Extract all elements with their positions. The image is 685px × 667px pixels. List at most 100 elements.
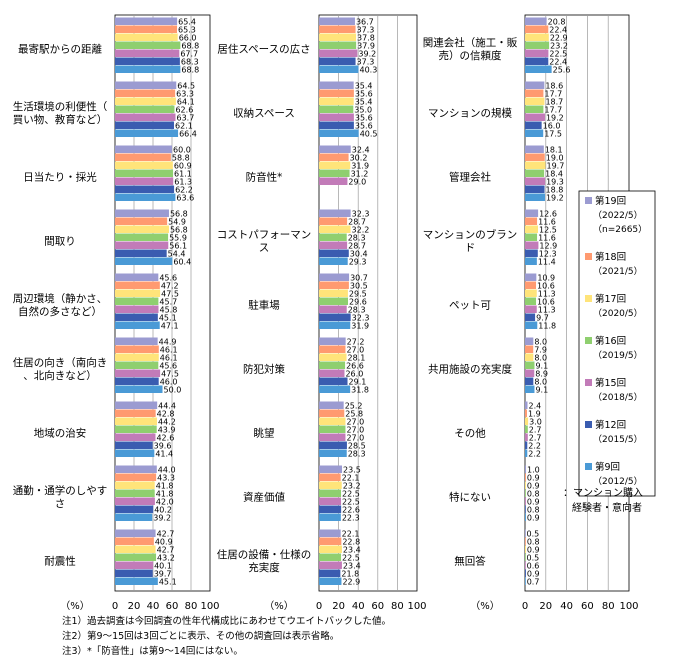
bar-3-5-7 — [525, 321, 538, 329]
bar-2-4-4 — [319, 233, 347, 241]
bar-3-3-5 — [525, 177, 546, 185]
legend-entry-7: 第9回 — [595, 461, 620, 473]
data-label-2-8-1: 23.5 — [343, 465, 361, 474]
bar-1-7-4 — [115, 425, 157, 433]
data-label-1-8-7: 39.2 — [153, 513, 171, 522]
data-label-2-2-6: 35.6 — [355, 121, 373, 130]
bar-2-2-1 — [319, 81, 354, 89]
data-label-1-8-1: 44.0 — [158, 465, 176, 474]
data-label-2-2-7: 40.5 — [360, 129, 378, 138]
bar-1-2-1 — [115, 81, 177, 89]
data-label-1-1-1: 65.4 — [178, 17, 196, 26]
bar-2-5-5 — [319, 305, 347, 313]
data-label-2-1-4: 37.9 — [357, 41, 375, 50]
data-label-1-1-3: 66.0 — [179, 33, 197, 42]
bar-1-7-3 — [115, 417, 157, 425]
bar-2-2-4 — [319, 105, 354, 113]
bar-2-2-5 — [319, 113, 354, 121]
bar-1-8-3 — [115, 481, 155, 489]
data-label-1-6-4: 45.6 — [159, 361, 177, 370]
data-label-2-2-4: 35.0 — [354, 105, 372, 114]
x-tick-label-2-20: 20 — [332, 601, 345, 612]
bar-2-9-3 — [319, 545, 342, 553]
data-label-2-8-3: 23.2 — [343, 481, 361, 490]
footnote-1: 注1）過去調査は今回調査の性年代構成比にあわせてウエイトバックした値。 — [62, 616, 392, 627]
bar-1-1-7 — [115, 65, 181, 73]
data-label-3-1-7: 25.6 — [553, 65, 571, 74]
data-label-3-6-6: 8.0 — [534, 377, 547, 386]
bar-1-9-2 — [115, 537, 154, 545]
bar-3-5-4 — [525, 297, 537, 305]
data-label-1-8-5: 42.0 — [156, 497, 174, 506]
bar-2-1-6 — [319, 57, 356, 65]
bar-3-7-6 — [525, 441, 528, 449]
data-label-1-3-2: 58.8 — [172, 153, 190, 162]
bar-2-8-2 — [319, 473, 341, 481]
bar-3-5-1 — [525, 273, 537, 281]
data-label-2-5-6: 32.3 — [352, 313, 370, 322]
legend-entry-6-sub-1: （2015/5） — [593, 434, 643, 445]
bar-3-2-2 — [525, 89, 544, 97]
bar-1-3-4 — [115, 169, 174, 177]
data-label-2-8-4: 22.5 — [342, 489, 360, 498]
data-label-3-9-5: 0.6 — [527, 561, 540, 570]
legend-swatch-4 — [585, 337, 592, 344]
bar-2-3-2 — [319, 153, 349, 161]
data-label-1-2-2: 63.3 — [176, 89, 194, 98]
bar-1-7-1 — [115, 401, 158, 409]
bar-3-9-6 — [525, 569, 526, 577]
data-label-1-3-3: 60.9 — [174, 161, 192, 170]
bar-1-5-4 — [115, 297, 159, 305]
data-label-1-6-5: 47.5 — [161, 369, 179, 378]
bar-1-5-3 — [115, 289, 161, 297]
data-label-1-5-1: 45.6 — [159, 273, 177, 282]
data-label-3-1-3: 22.9 — [550, 33, 568, 42]
data-label-3-4-1: 12.6 — [539, 209, 557, 218]
bar-1-4-5 — [115, 241, 169, 249]
data-label-2-7-7: 28.3 — [348, 449, 366, 458]
legend-note-line2: 経験者・意向者 — [572, 501, 642, 514]
legend-swatch-2 — [585, 253, 592, 260]
category-label-3-2: マンションの規模 — [428, 108, 512, 120]
bar-1-9-7 — [115, 577, 158, 585]
legend-entry-3-sub-1: （2020/5） — [593, 308, 643, 319]
data-label-2-4-7: 29.3 — [349, 257, 367, 266]
category-label-1-5-line2: 自然の多さなど） — [18, 305, 102, 318]
bar-3-5-6 — [525, 313, 536, 321]
bar-1-3-5 — [115, 177, 174, 185]
data-label-2-1-2: 37.3 — [357, 25, 375, 34]
bar-3-2-1 — [525, 81, 545, 89]
bar-2-4-7 — [319, 257, 348, 265]
bar-2-2-3 — [319, 97, 354, 105]
data-label-1-6-1: 44.9 — [159, 337, 177, 346]
bar-2-8-5 — [319, 497, 342, 505]
category-label-1-2-line2: 買い物、教育など） — [13, 113, 108, 126]
bar-2-5-1 — [319, 273, 350, 281]
bar-1-4-4 — [115, 233, 169, 241]
bar-3-6-2 — [525, 345, 534, 353]
bar-2-6-7 — [319, 385, 351, 393]
category-label-1-5-line1: 周辺環境（静かさ、 — [13, 292, 108, 305]
data-label-3-1-5: 22.5 — [549, 49, 567, 58]
data-label-2-7-4: 27.0 — [346, 425, 364, 434]
data-label-2-7-3: 27.0 — [346, 417, 364, 426]
data-label-1-1-5: 67.7 — [180, 49, 198, 58]
data-label-1-2-4: 62.6 — [175, 105, 193, 114]
data-label-1-1-7: 68.8 — [181, 65, 199, 74]
bar-1-8-4 — [115, 489, 155, 497]
bar-2-3-3 — [319, 161, 351, 169]
data-label-2-6-6: 29.1 — [349, 377, 367, 386]
data-label-2-9-1: 22.1 — [342, 529, 360, 538]
bar-3-6-1 — [525, 337, 534, 345]
data-label-3-5-2: 10.6 — [537, 281, 555, 290]
bar-1-7-6 — [115, 441, 153, 449]
bar-1-9-1 — [115, 529, 156, 537]
data-label-3-8-3: 0.9 — [527, 481, 540, 490]
data-label-3-7-2: 1.9 — [528, 409, 541, 418]
bar-3-4-1 — [525, 209, 539, 217]
data-label-2-7-5: 27.0 — [346, 433, 364, 442]
data-label-2-7-1: 25.2 — [345, 401, 363, 410]
data-label-3-9-7: 0.7 — [527, 577, 540, 586]
data-label-2-4-6: 30.4 — [350, 249, 368, 258]
category-label-1-8-line2: さ — [55, 498, 66, 510]
